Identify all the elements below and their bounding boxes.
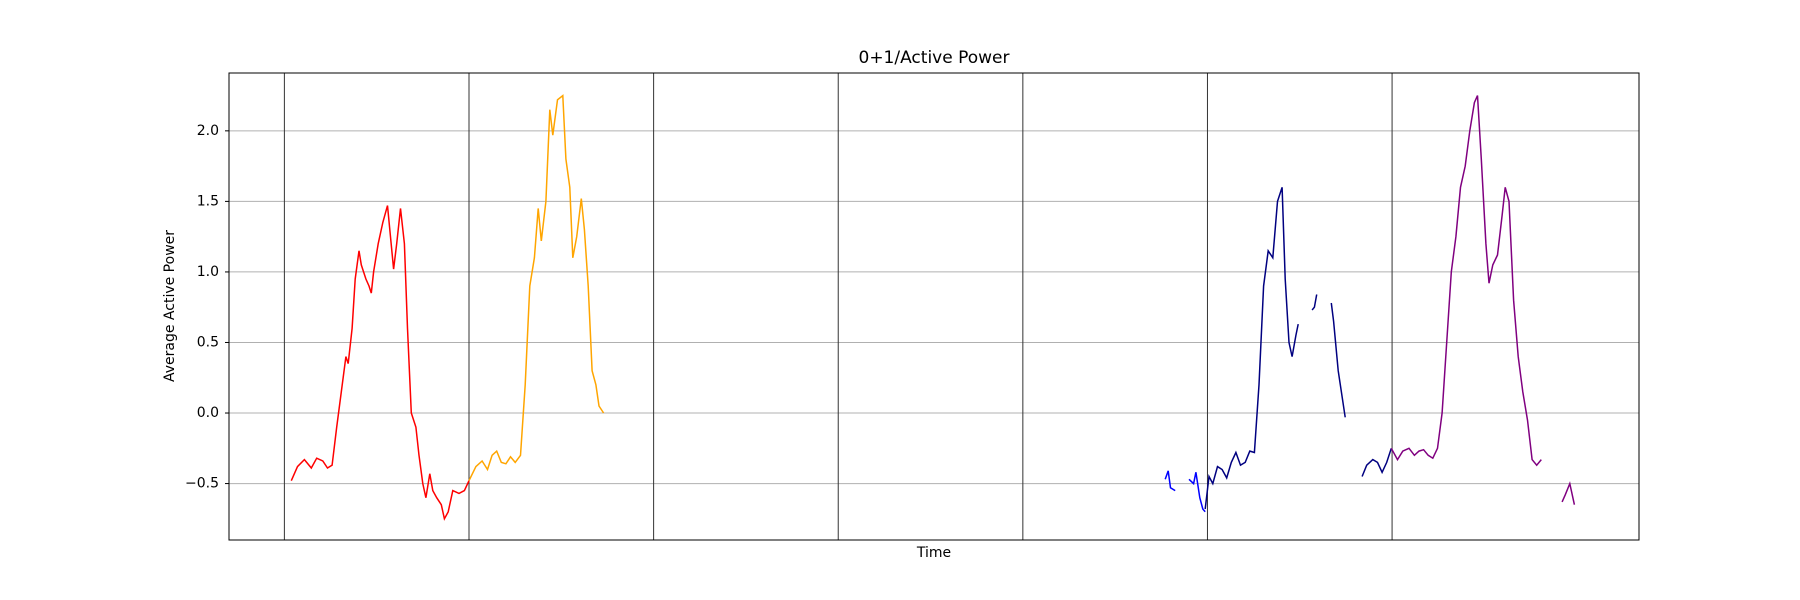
y-tick-label: −0.5 — [185, 476, 219, 492]
series-line — [1164, 470, 1206, 513]
series-line — [468, 94, 605, 482]
series-line — [290, 205, 470, 521]
y-tick-label: 1.0 — [197, 264, 219, 280]
series-line — [1390, 95, 1576, 505]
series-line — [1204, 187, 1393, 510]
chart-title: 0+1/Active Power — [859, 48, 1010, 68]
y-tick-label: 0.5 — [197, 334, 219, 350]
plot-frame — [228, 72, 1640, 541]
x-axis-label: Time — [916, 545, 951, 561]
y-axis-label: Average Active Power — [162, 230, 178, 382]
y-tick-label: 2.0 — [197, 123, 219, 139]
y-tick-label: 0.0 — [197, 405, 219, 421]
y-tick-label: 1.5 — [197, 193, 219, 209]
